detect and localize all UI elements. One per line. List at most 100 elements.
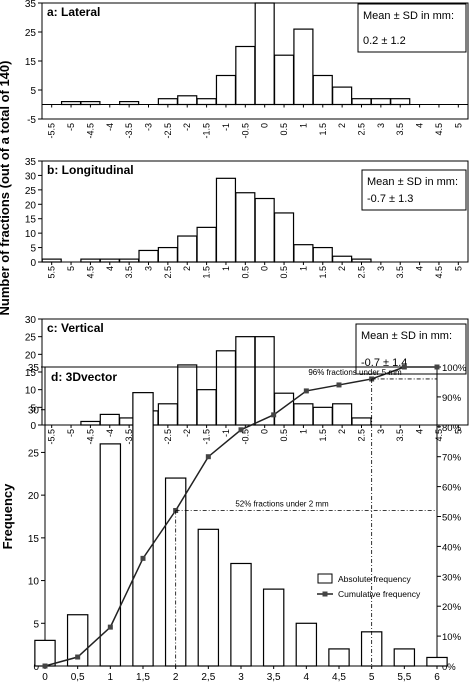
- histogram-bar: [80, 100, 101, 106]
- annotation-text: 52% fractions under 2 mm: [235, 500, 329, 509]
- x-tick-label: -2: [182, 123, 192, 131]
- x-tick-label: 0: [260, 123, 270, 128]
- histogram-bar: [332, 255, 353, 263]
- y2-tick-label: 90%: [442, 393, 462, 404]
- x-tick-label: 2: [337, 123, 347, 128]
- y-tick-label: 25: [25, 186, 37, 197]
- x-tick-label: 1: [298, 266, 308, 271]
- panel-title: a: Lateral: [47, 5, 100, 19]
- histogram-bar: [370, 98, 391, 106]
- y-tick-label: -5: [27, 115, 36, 126]
- cumulative-point: [336, 382, 342, 388]
- histogram-bar: [119, 258, 140, 263]
- y-tick-label: 0: [30, 421, 36, 432]
- x-tick-label: 1.5: [318, 123, 328, 136]
- y-tick-label: 25: [25, 28, 37, 39]
- stat-box: [361, 169, 467, 211]
- x-tick-label: 3,5: [267, 672, 281, 682]
- shared-y-axis-label: Number of fractions (out of a total of 1…: [0, 61, 12, 316]
- frequency-bar: [132, 392, 154, 667]
- y-tick-label: 35: [25, 157, 37, 168]
- y-tick-label: 35: [28, 363, 40, 374]
- y-tick-label: 10: [28, 577, 40, 588]
- y2-tick-label: 40%: [442, 542, 462, 553]
- histogram-bar: [332, 403, 353, 426]
- x-tick-label: -4.5: [85, 429, 95, 445]
- stat-box: [355, 323, 467, 375]
- x-tick-label: 3: [376, 123, 386, 128]
- y-tick-label: 20: [25, 200, 37, 211]
- x-tick-label: 4,5: [332, 672, 346, 682]
- panel-title: b: Longitudinal: [47, 163, 134, 177]
- histogram-bar: [390, 98, 411, 106]
- histogram-bar: [99, 413, 120, 426]
- x-tick-label: 1: [298, 429, 308, 434]
- histogram-bar: [254, 336, 275, 426]
- histogram-bar: [215, 350, 237, 426]
- x-tick-label: 5,5: [397, 672, 411, 682]
- x-tick-label: 4.5: [434, 266, 444, 279]
- histogram-bar: [138, 249, 159, 263]
- x-tick-label: -5.5: [47, 429, 57, 445]
- y-tick-label: 5: [33, 619, 39, 630]
- y2-tick-label: 60%: [442, 483, 462, 494]
- x-tick-label: -4.5: [85, 123, 95, 139]
- x-tick-label: 3.5: [395, 123, 405, 136]
- x-tick-label: 5: [66, 266, 76, 271]
- histogram-bar: [293, 244, 314, 263]
- x-tick-label: 4: [105, 266, 115, 271]
- y-tick-label: 5: [30, 86, 36, 97]
- x-tick-label: -3.5: [124, 123, 134, 139]
- y-tick-label: 0: [30, 258, 36, 269]
- x-tick-label: -2.5: [163, 429, 173, 445]
- y-tick-label: 10: [25, 386, 37, 397]
- stat-box-heading: Mean ± SD in mm:: [367, 176, 458, 188]
- x-tick-label: 3.5: [395, 429, 405, 442]
- histogram-bar: [293, 403, 314, 426]
- legend-bar-swatch: [317, 573, 333, 584]
- x-tick-label: 1: [221, 266, 231, 271]
- y2-tick-label: 0%: [442, 662, 456, 673]
- histogram-bar: [99, 258, 120, 263]
- x-tick-label: -4: [105, 429, 115, 437]
- x-tick-label: 6: [434, 672, 440, 682]
- histogram-bar: [60, 100, 82, 106]
- histogram-bar: [119, 100, 140, 106]
- x-tick-label: 4.5: [85, 266, 95, 279]
- legend-line-marker: [322, 591, 328, 597]
- x-tick-label: -3.5: [124, 429, 134, 445]
- stat-box-value: 0.2 ± 1.2: [363, 35, 406, 47]
- x-tick-label: 4.5: [434, 123, 444, 136]
- y-tick-label: 10: [25, 229, 37, 240]
- y2-tick-label: 80%: [442, 423, 462, 434]
- cumulative-point: [107, 624, 113, 630]
- cumulative-point: [401, 364, 407, 370]
- histogram-bar: [351, 98, 372, 106]
- x-tick-label: 2: [182, 266, 192, 271]
- x-tick-label: -5: [66, 429, 76, 437]
- histogram-bar: [254, 197, 275, 263]
- x-tick-label: 0.5: [279, 123, 289, 136]
- stat-box-value: -0.7 ± 1.3: [367, 193, 413, 205]
- x-tick-label: -4: [105, 123, 115, 131]
- x-tick-label: 1.5: [202, 266, 212, 279]
- histogram-bar: [312, 406, 333, 426]
- x-tick-label: 3: [144, 266, 154, 271]
- histogram-bar: [215, 74, 237, 106]
- histogram-bar: [80, 420, 101, 426]
- x-tick-label: 0,5: [71, 672, 85, 682]
- x-tick-label: 0.5: [279, 429, 289, 442]
- frequency-bar: [262, 588, 285, 667]
- histogram-bar: [273, 212, 295, 263]
- x-tick-label: -5: [66, 123, 76, 131]
- y-tick-label: 15: [25, 215, 37, 226]
- cumulative-point: [42, 663, 48, 669]
- x-tick-label: 2.5: [163, 266, 173, 279]
- frequency-bar: [295, 622, 318, 667]
- cumulative-point: [140, 555, 146, 561]
- x-tick-label: 5: [369, 672, 375, 682]
- y-tick-label: 25: [25, 333, 37, 344]
- y2-tick-label: 100%: [442, 363, 467, 374]
- stat-box: [357, 3, 467, 53]
